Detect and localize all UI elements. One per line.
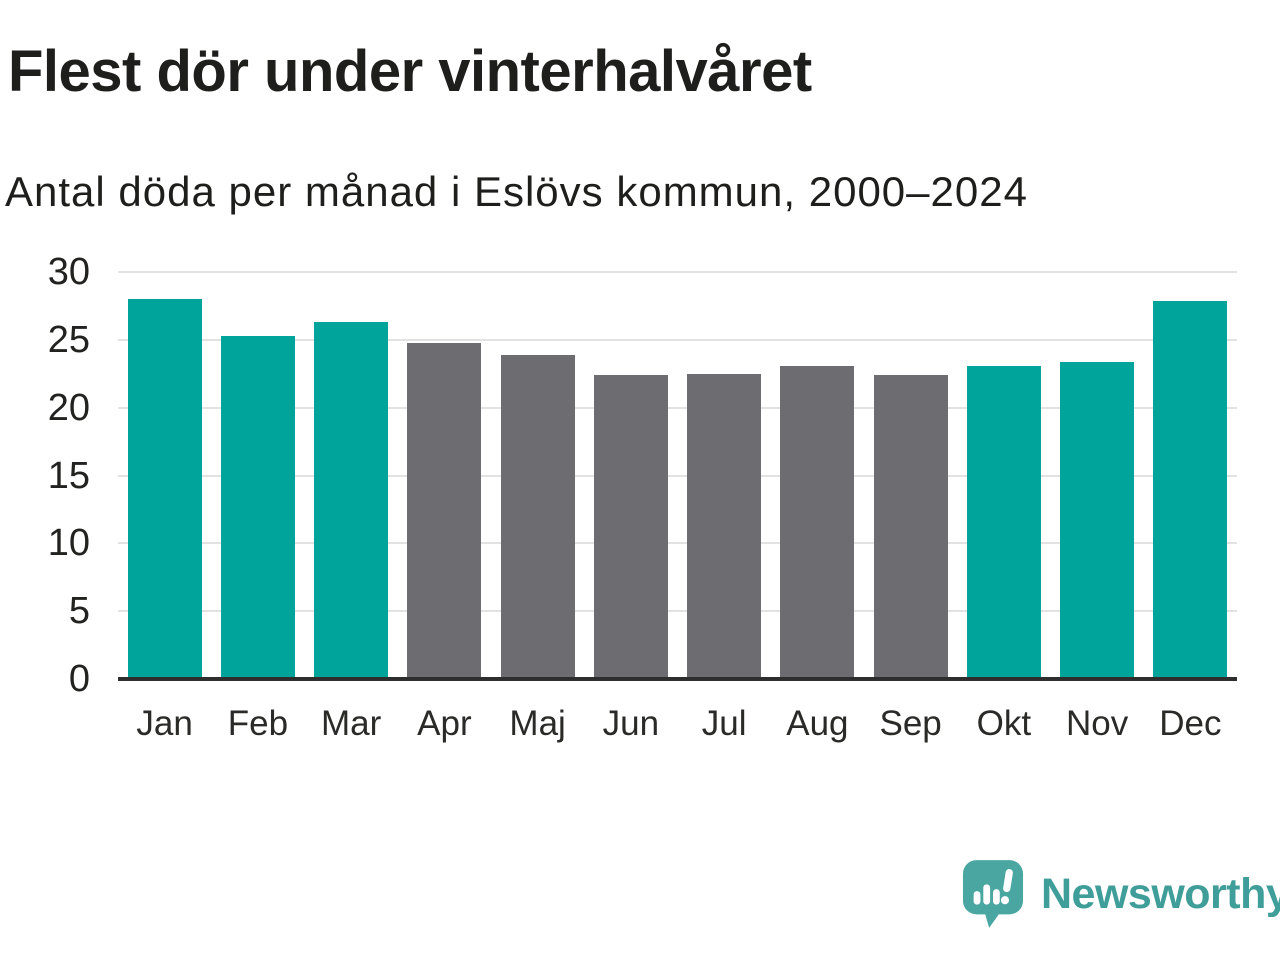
chart-subtitle: Antal döda per månad i Eslövs kommun, 20… [5,168,1028,215]
y-axis-labels: 0 5 10 15 20 25 30 [0,251,90,700]
y-tick-label: 5 [68,590,90,633]
bar-aug [780,365,855,679]
y-tick-label: 20 [47,386,90,429]
x-tick-label: Mar [320,704,382,743]
bars [118,272,1237,679]
y-tick-label: 15 [47,454,90,497]
x-axis-line [118,677,1237,681]
bar-jul [687,373,762,679]
x-tick-label: Jan [136,704,193,743]
plot-area [118,271,1237,679]
bar-band [771,272,864,679]
x-tick-label: Feb [227,704,289,743]
newsworthy-logo: Newsworthy [962,858,1280,930]
grid-line [118,406,1237,409]
bar-band [1144,272,1237,679]
bar-feb [220,335,295,679]
bar-band [211,272,304,679]
x-tick-label: Nov [1066,704,1129,743]
bar-band [118,272,211,679]
bar-band [957,272,1050,679]
bar-jun [593,375,668,679]
y-tick-label: 10 [47,522,90,565]
bar-band [584,272,677,679]
bar-band [305,272,398,679]
grid-line [118,271,1237,273]
bar-band [398,272,491,679]
x-tick-label: Okt [976,704,1032,743]
bar-mar [314,322,389,679]
x-axis-labels: Jan Feb Mar Apr Maj Jun Jul Aug Sep Okt Nov Dec [118,702,1237,746]
bar-band [491,272,584,679]
x-tick-label: Jun [602,704,660,743]
grid-line [118,610,1237,613]
bar-apr [407,342,482,679]
x-tick-label: Jul [701,704,747,743]
page-title: Flest dör under vinterhalvåret [8,39,812,104]
grid-line [118,338,1237,341]
bar-band [678,272,771,679]
x-tick-label: Dec [1159,704,1222,743]
bar-band [864,272,957,679]
bar-okt [966,365,1041,679]
bar-dec [1153,300,1228,679]
grid-line [118,542,1237,545]
y-tick-label: 0 [68,658,90,700]
grid-line [118,474,1237,477]
brand-name: Newsworthy [1041,869,1280,918]
bar-jan [127,299,202,679]
y-tick-label: 25 [47,318,90,361]
bar-nov [1060,361,1135,679]
y-tick-label: 30 [47,251,90,293]
x-tick-label: Apr [417,704,472,743]
x-tick-label: Aug [786,704,849,743]
bar-maj [500,354,575,679]
x-tick-label: Maj [509,704,566,743]
newsworthy-bar-chart-speech-bubble-icon [962,860,1024,928]
bar-band [1051,272,1144,679]
bar-sep [873,375,948,679]
x-tick-label: Sep [879,704,942,743]
